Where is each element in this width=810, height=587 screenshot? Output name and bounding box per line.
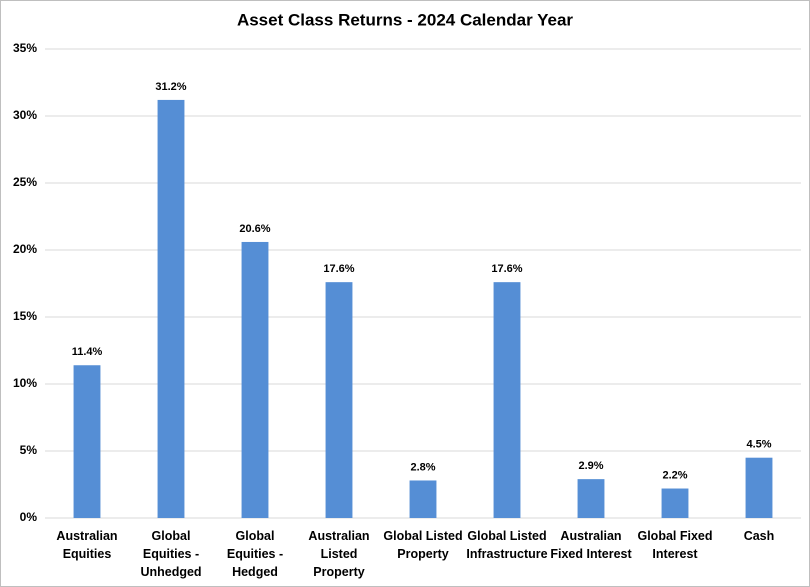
bar: [73, 365, 101, 518]
x-tick-label: Australian Fixed Interest: [550, 529, 632, 561]
bar: [745, 457, 773, 518]
bar: [241, 241, 269, 518]
data-label: 17.6%: [323, 263, 354, 275]
y-tick-label: 0%: [20, 510, 38, 524]
x-tick-label: Global Equities - Unhedged: [140, 529, 202, 579]
x-tick-label: Global Listed Property: [383, 529, 463, 561]
x-tick-label: Australian Equities: [56, 529, 118, 561]
bar: [157, 99, 185, 519]
bar: [325, 282, 353, 518]
x-tick-label: Australian Listed Property: [308, 529, 370, 579]
bar: [409, 480, 437, 518]
x-tick-label: Global Listed Infrastructure: [466, 529, 548, 561]
y-tick-label: 30%: [13, 108, 37, 122]
x-tick-label: Cash: [743, 529, 775, 543]
data-label: 2.8%: [410, 461, 435, 473]
y-tick-label: 35%: [13, 41, 37, 55]
data-label: 20.6%: [239, 223, 270, 235]
x-tick-label: Global Fixed Interest: [637, 529, 713, 561]
chart-title: Asset Class Returns - 2024 Calendar Year: [237, 10, 573, 29]
bar: [577, 479, 605, 518]
y-tick-label: 15%: [13, 309, 37, 323]
data-label: 17.6%: [491, 263, 522, 275]
y-tick-label: 10%: [13, 376, 37, 390]
data-label: 31.2%: [155, 81, 186, 93]
x-tick-label: Global Equities - Hedged: [226, 529, 284, 579]
y-tick-label: 25%: [13, 175, 37, 189]
data-label: 2.9%: [578, 460, 603, 472]
bar: [661, 488, 689, 518]
data-label: 11.4%: [72, 346, 103, 358]
data-label: 2.2%: [662, 469, 687, 481]
y-tick-label: 5%: [20, 443, 38, 457]
y-tick-label: 20%: [13, 242, 37, 256]
data-label: 4.5%: [746, 439, 771, 451]
bar: [493, 282, 521, 518]
